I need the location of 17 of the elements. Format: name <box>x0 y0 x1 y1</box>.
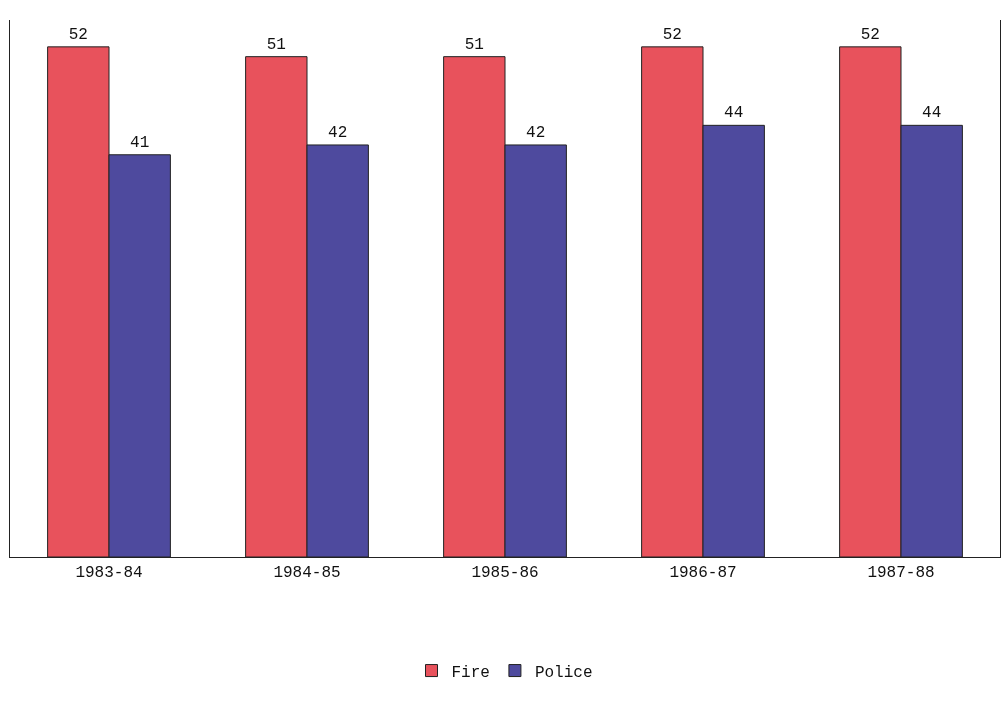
data-label: 52 <box>68 25 88 44</box>
x-tick-label: 1985-86 <box>471 564 539 583</box>
legend-label: Fire <box>451 663 490 682</box>
legend-label: Police <box>534 663 593 682</box>
data-label: 52 <box>860 25 880 44</box>
data-label: 44 <box>724 104 744 123</box>
x-tick-label: 1986-87 <box>669 564 737 583</box>
x-tick-label: 1983-84 <box>75 564 143 583</box>
data-label: 51 <box>266 35 286 54</box>
data-label: 42 <box>328 123 348 142</box>
x-tick-label: 1984-85 <box>273 564 341 583</box>
x-tick-label: 1987-88 <box>867 564 935 583</box>
data-label: 41 <box>130 133 150 152</box>
data-label: 51 <box>464 35 484 54</box>
data-label: 52 <box>662 25 682 44</box>
data-label: 42 <box>526 123 546 142</box>
data-label: 44 <box>922 104 942 123</box>
